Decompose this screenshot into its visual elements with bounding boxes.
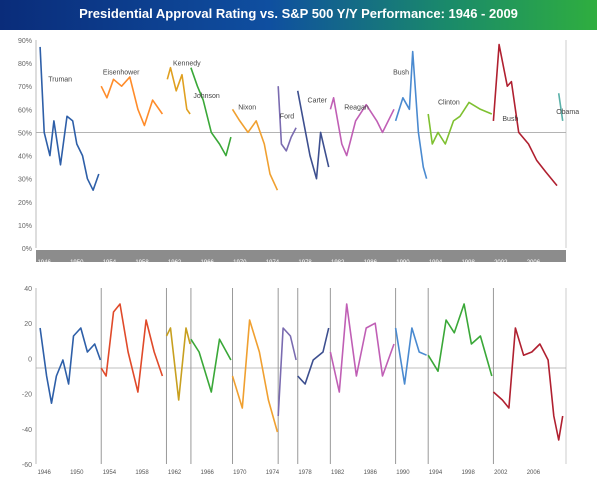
panel1-series-line — [492, 43, 558, 187]
panel2-xtick-label: 1946 — [37, 470, 51, 476]
panel1-series-label: Reagan — [344, 104, 369, 111]
panel2-xtick-label: 1998 — [461, 470, 475, 476]
panel1-xtick-label: 1986 — [364, 260, 378, 266]
panel1-series-label: Carter — [308, 97, 328, 104]
panel1-ytick-label: 50% — [18, 130, 32, 137]
panel1-series-line — [296, 90, 330, 180]
panel1-ytick-label: 70% — [18, 84, 32, 91]
panel2-ytick-label: -40 — [22, 427, 32, 434]
panel1-series-line — [427, 101, 493, 145]
panel2-xtick-label: 1974 — [266, 470, 280, 476]
panel1-series-label: Johnson — [193, 93, 220, 100]
panel1-xtick-label: 1970 — [233, 260, 247, 266]
panel2-xtick-label: 1962 — [168, 470, 182, 476]
panel1-xtick-label: 1982 — [331, 260, 345, 266]
panel2-series-line — [297, 327, 330, 385]
panel2-series-line — [165, 327, 191, 401]
panel1-ytick-label: 80% — [18, 61, 32, 68]
panel1-xtick-label: 2002 — [494, 260, 508, 266]
panel2-xtick-label: 1950 — [70, 470, 84, 476]
panel1-series-label: Eisenhower — [103, 70, 140, 77]
panel2-series-line — [231, 319, 279, 433]
panel1-series-line — [231, 108, 279, 191]
panel1-series-line — [166, 66, 191, 115]
panel2-series-line — [100, 303, 164, 393]
panel1-series-label: Kennedy — [173, 60, 201, 67]
panel2-xtick-label: 1958 — [135, 470, 149, 476]
panel2-ytick-label: 0 — [28, 356, 32, 363]
panel1-xtick-label: 1990 — [396, 260, 410, 266]
panel1-ytick-label: 90% — [18, 38, 32, 45]
panel1-xtick-label: 1954 — [103, 260, 117, 266]
panel1-series-label: Nixon — [238, 104, 256, 111]
panel2-xtick-label: 1954 — [103, 470, 117, 476]
panel1-xtick-label: 1974 — [266, 260, 280, 266]
panel1-series-line — [277, 86, 297, 152]
panel1-series-label: Bush — [502, 116, 518, 123]
panel1-ytick-label: 0% — [22, 246, 32, 253]
panel2-series-line — [329, 303, 395, 393]
panel1-xtick-label: 1998 — [461, 260, 475, 266]
panel2-series-line — [190, 338, 232, 393]
panel1-xtick-label: 1994 — [429, 260, 443, 266]
panel1-series-label: Obama — [556, 109, 579, 116]
panel2-series-line — [277, 327, 297, 417]
panel2-xtick-label: 1986 — [364, 470, 378, 476]
panel2-series-line — [427, 303, 493, 377]
panel1-ytick-label: 20% — [18, 200, 32, 207]
panel1-xtick-label: 1958 — [135, 260, 149, 266]
panel1-xtick-label: 2006 — [527, 260, 541, 266]
panel1-xtick-label: 1946 — [37, 260, 51, 266]
panel2-ytick-label: -20 — [22, 392, 32, 399]
panel2-ytick-label: 20 — [24, 321, 32, 328]
panel1-series-label: Bush — [393, 70, 409, 77]
charts-svg: 0% 10% 20% 30% 40% 50% 60% 70% 80% 90% 1946 1950 195… — [18, 38, 579, 476]
panel2-xtick-label: 2002 — [494, 470, 508, 476]
panel1-ytick-label: 60% — [18, 107, 32, 114]
panel2-series-line — [492, 327, 564, 441]
panel2-xtick-label: 1990 — [396, 470, 410, 476]
panel1-ytick-label: 30% — [18, 177, 32, 184]
panel1-ytick-label: 40% — [18, 154, 32, 161]
panel2-ytick-label: 40 — [24, 286, 32, 293]
panel1-date-bar — [36, 250, 566, 262]
panel2-ytick-label: -60 — [22, 462, 32, 469]
panel2-series-line — [394, 327, 427, 385]
panel1-series-label: Clinton — [438, 100, 460, 107]
panel2-xtick-label: 2006 — [527, 470, 541, 476]
panel1-series-line — [190, 67, 232, 157]
panel2-xtick-label: 1970 — [233, 470, 247, 476]
panel2-xtick-label: 1966 — [201, 470, 215, 476]
panel1-xtick-label: 1978 — [298, 260, 312, 266]
panel1-series-line — [557, 93, 564, 122]
panel1-series-line — [394, 50, 428, 179]
panel1-xtick-label: 1966 — [201, 260, 215, 266]
panel2-xtick-label: 1978 — [298, 470, 312, 476]
panel1-series-line — [39, 46, 100, 191]
title-bar: Presidential Approval Rating vs. S&P 500… — [0, 0, 597, 30]
panel2-xtick-label: 1994 — [429, 470, 443, 476]
panel2-series-line — [39, 327, 102, 404]
chart-title: Presidential Approval Rating vs. S&P 500… — [79, 6, 518, 21]
panel1-series-label: Ford — [280, 114, 295, 121]
panel1-series-label: Truman — [48, 77, 72, 84]
panel1-series-line — [329, 97, 395, 157]
panel1-xtick-label: 1950 — [70, 260, 84, 266]
panel1-ytick-label: 10% — [18, 223, 32, 230]
panel1-xtick-label: 1962 — [168, 260, 182, 266]
panel2-xtick-label: 1982 — [331, 470, 345, 476]
panel1-series-line — [100, 76, 164, 127]
